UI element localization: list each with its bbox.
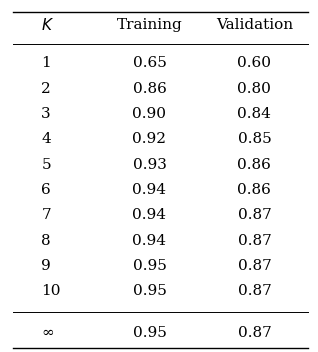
Text: 0.87: 0.87 [238, 208, 271, 222]
Text: Validation: Validation [216, 18, 293, 32]
Text: 0.87: 0.87 [238, 259, 271, 273]
Text: 0.95: 0.95 [133, 284, 166, 298]
Text: 0.86: 0.86 [238, 158, 271, 172]
Text: 0.94: 0.94 [133, 183, 166, 197]
Text: 7: 7 [41, 208, 51, 222]
Text: 0.95: 0.95 [133, 259, 166, 273]
Text: 3: 3 [41, 107, 51, 121]
Text: 0.80: 0.80 [238, 82, 271, 96]
Text: 0.60: 0.60 [238, 56, 271, 70]
Text: 2: 2 [41, 82, 51, 96]
Text: 4: 4 [41, 132, 51, 146]
Text: 0.94: 0.94 [133, 208, 166, 222]
Text: 9: 9 [41, 259, 51, 273]
Text: 0.87: 0.87 [238, 326, 271, 340]
Text: 0.90: 0.90 [133, 107, 166, 121]
Text: 0.87: 0.87 [238, 284, 271, 298]
Text: 0.85: 0.85 [238, 132, 271, 146]
Text: 0.65: 0.65 [133, 56, 166, 70]
Text: 0.87: 0.87 [238, 234, 271, 248]
Text: 0.93: 0.93 [133, 158, 166, 172]
Text: 10: 10 [41, 284, 61, 298]
Text: 0.95: 0.95 [133, 326, 166, 340]
Text: 6: 6 [41, 183, 51, 197]
Text: 1: 1 [41, 56, 51, 70]
Text: 0.94: 0.94 [133, 234, 166, 248]
Text: 0.86: 0.86 [238, 183, 271, 197]
Text: ∞: ∞ [41, 326, 54, 340]
Text: 0.84: 0.84 [238, 107, 271, 121]
Text: 0.86: 0.86 [133, 82, 166, 96]
Text: 0.92: 0.92 [133, 132, 166, 146]
Text: 8: 8 [41, 234, 51, 248]
Text: 5: 5 [41, 158, 51, 172]
Text: Training: Training [117, 18, 182, 32]
Text: $K$: $K$ [41, 17, 54, 33]
